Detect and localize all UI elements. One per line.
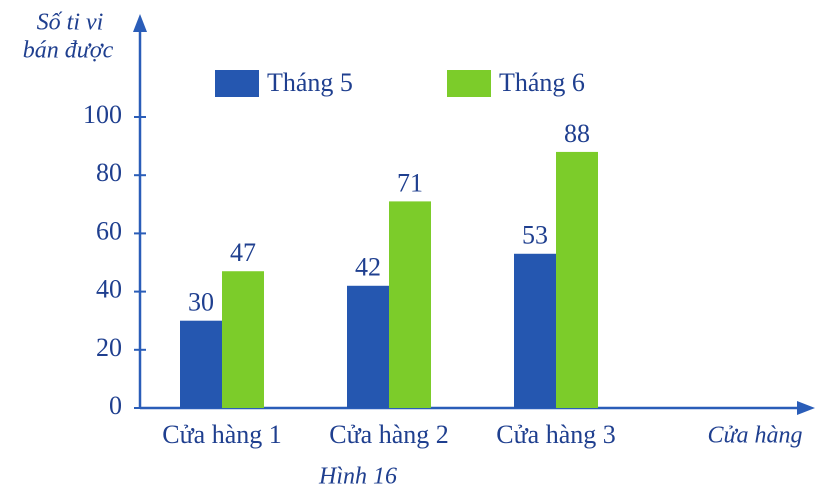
- bar: [222, 271, 264, 408]
- y-axis-arrow: [133, 14, 147, 32]
- legend-swatch: [447, 70, 491, 97]
- x-label: Cửa hàng: [707, 423, 802, 449]
- value-label: 47: [230, 238, 256, 267]
- x-tick-label: Cửa hàng 2: [329, 420, 449, 449]
- legend-label: Tháng 5: [267, 68, 353, 97]
- y-label: Số ti vi: [37, 10, 104, 36]
- x-tick-label: Cửa hàng 3: [496, 420, 616, 449]
- value-label: 30: [188, 288, 214, 317]
- legend-label: Tháng 6: [499, 68, 585, 97]
- bar: [180, 320, 222, 408]
- y-tick-label: 80: [96, 158, 122, 187]
- caption: Hình 16: [318, 464, 397, 490]
- bar: [514, 253, 556, 408]
- value-label: 53: [522, 221, 548, 250]
- x-axis-arrow: [797, 401, 815, 415]
- value-label: 42: [355, 253, 381, 282]
- y-tick-label: 40: [96, 275, 122, 304]
- bar: [556, 151, 598, 409]
- x-tick-label: Cửa hàng 1: [162, 420, 282, 449]
- y-tick-label: 0: [109, 391, 122, 420]
- bar: [347, 285, 389, 408]
- legend-swatch: [215, 70, 259, 97]
- value-label: 71: [397, 168, 423, 197]
- y-tick-label: 20: [96, 333, 122, 362]
- y-label: bán được: [23, 38, 114, 64]
- value-label: 88: [564, 119, 590, 148]
- y-tick-label: 60: [96, 216, 122, 245]
- bar: [389, 201, 431, 408]
- y-tick-label: 100: [83, 100, 122, 129]
